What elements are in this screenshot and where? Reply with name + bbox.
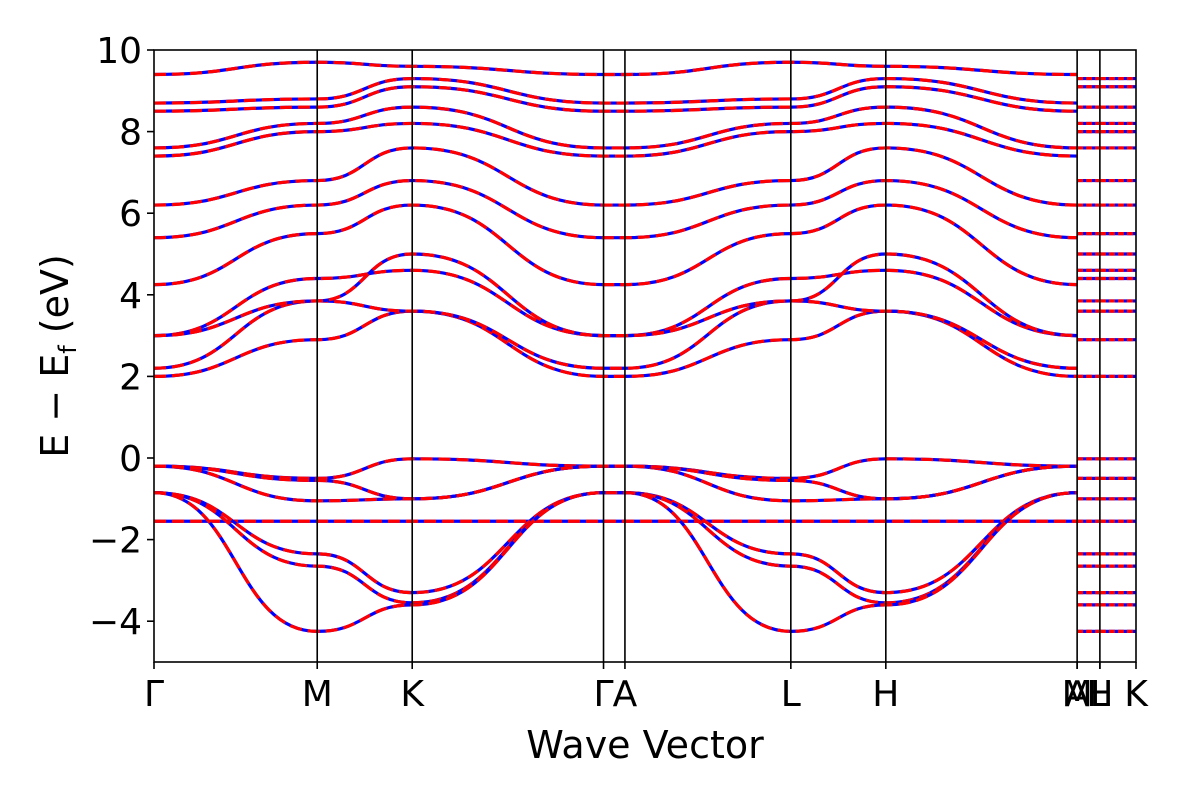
- x-tick-label-11: K: [1124, 674, 1149, 715]
- kpoint-lines: [316, 50, 1101, 662]
- x-tick-label-9: L: [1090, 674, 1110, 715]
- band-2-series-0: [154, 491, 1078, 605]
- y-axis-label-main: E − E: [33, 354, 77, 458]
- y-axis-label-unit: (eV): [33, 254, 77, 345]
- x-tick-label-4: A: [613, 674, 638, 715]
- y-tick-label-1: −2: [89, 521, 142, 562]
- band-1-series-1: [154, 491, 1078, 595]
- y-tick-label-7: 10: [96, 31, 142, 72]
- x-tick-label-0: Γ: [144, 674, 164, 715]
- y-tick-label-0: −4: [89, 602, 142, 643]
- band-12-series-1: [154, 178, 1078, 240]
- band-14-series-1: [154, 121, 1078, 158]
- y-axis-ticks: −4 −2 0 2 4 6 8 10: [89, 31, 154, 643]
- x-tick-label-6: H: [872, 674, 899, 715]
- band-11-series-0: [154, 203, 1078, 287]
- x-tick-label-2: K: [400, 674, 425, 715]
- x-tick-label-7: A: [1065, 674, 1090, 715]
- band-10-series-1: [154, 252, 1078, 338]
- band-7-series-0: [154, 309, 1078, 378]
- x-tick-label-3: Γ: [593, 674, 613, 715]
- y-axis-label: E − Ef (eV): [33, 254, 82, 458]
- x-tick-label-8: M: [1062, 674, 1093, 715]
- band-5-series-0: [154, 457, 1078, 481]
- y-tick-label-4: 4: [119, 276, 142, 317]
- x-tick-label-5: L: [781, 674, 801, 715]
- y-tick-label-5: 6: [119, 194, 142, 235]
- band-2-series-1: [154, 491, 1078, 605]
- y-tick-label-2: 0: [119, 439, 142, 480]
- y-tick-label-3: 2: [119, 357, 142, 398]
- x-axis-label: Wave Vector: [526, 723, 764, 767]
- band-7-series-1: [154, 309, 1078, 378]
- plot-frame: [153, 49, 1137, 663]
- band-18-series-0: [154, 60, 1078, 77]
- y-axis-label-subscript: f: [54, 345, 82, 354]
- x-tick-label-10: H: [1086, 674, 1113, 715]
- band-5-series-1: [154, 457, 1078, 481]
- x-tick-label-1: M: [302, 674, 333, 715]
- y-tick-label-6: 8: [119, 113, 142, 154]
- bands-layer: [154, 60, 1136, 634]
